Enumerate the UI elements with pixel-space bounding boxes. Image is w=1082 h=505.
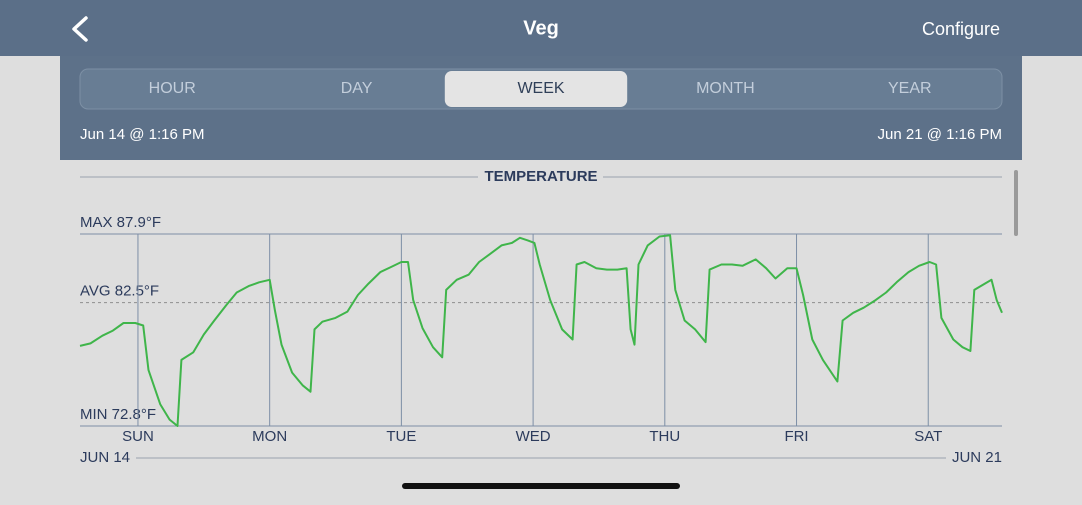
x-tick-label: FRI xyxy=(784,428,808,445)
x-tick-label: MON xyxy=(252,428,287,445)
chart-title: TEMPERATURE xyxy=(484,168,597,185)
tab[interactable]: YEAR xyxy=(888,80,932,97)
configure-button[interactable]: Configure xyxy=(922,19,1000,39)
x-end-label: JUN 21 xyxy=(952,449,1002,466)
x-tick-label: TUE xyxy=(386,428,416,445)
range-end: Jun 21 @ 1:16 PM xyxy=(878,126,1002,143)
tab[interactable]: MONTH xyxy=(696,80,755,97)
y-tick-label: MAX 87.9°F xyxy=(80,214,161,231)
x-tick-label: SUN xyxy=(122,428,154,445)
x-tick-label: THU xyxy=(649,428,680,445)
scrollbar xyxy=(1014,170,1018,236)
tab[interactable]: HOUR xyxy=(149,80,196,97)
y-tick-label: AVG 82.5°F xyxy=(80,283,159,300)
nav-bar xyxy=(0,0,1082,56)
x-start-label: JUN 14 xyxy=(80,449,130,466)
y-tick-label: MIN 72.8°F xyxy=(80,406,156,423)
tab[interactable]: WEEK xyxy=(517,80,564,97)
back-button[interactable] xyxy=(72,16,88,42)
nav-title: Veg xyxy=(523,17,559,39)
home-indicator xyxy=(402,483,680,489)
tab-selected-bg xyxy=(444,71,628,107)
tab[interactable]: DAY xyxy=(341,80,373,97)
x-tick-label: SAT xyxy=(914,428,942,445)
range-start: Jun 14 @ 1:16 PM xyxy=(80,126,204,143)
temperature-line xyxy=(79,234,1003,427)
x-tick-label: WED xyxy=(516,428,551,445)
